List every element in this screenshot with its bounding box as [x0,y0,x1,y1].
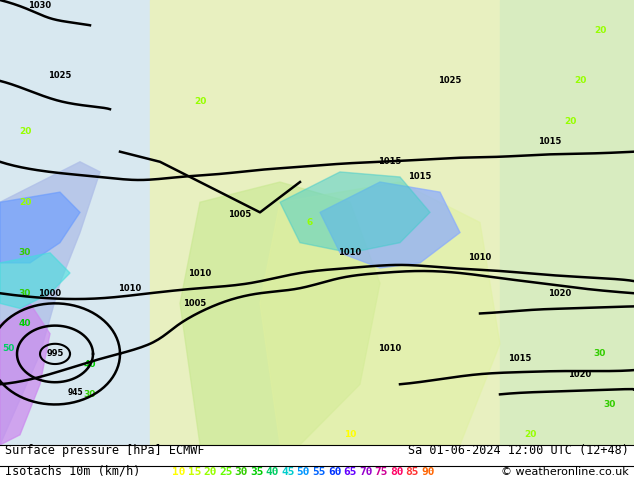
Text: Isotachs 10m (km/h): Isotachs 10m (km/h) [5,464,148,477]
Polygon shape [260,182,500,445]
Text: 20: 20 [19,127,31,136]
Text: 1015: 1015 [378,157,402,166]
Bar [500,0,634,445]
Text: 1020: 1020 [548,289,572,298]
Text: 1030: 1030 [29,0,51,10]
Text: 1020: 1020 [568,369,592,379]
Text: 25: 25 [219,467,233,477]
Text: 20: 20 [194,97,206,106]
Text: 995: 995 [46,349,63,358]
Polygon shape [280,172,430,253]
Text: 40: 40 [19,319,31,328]
Text: © weatheronline.co.uk: © weatheronline.co.uk [501,467,629,477]
Text: 70: 70 [359,467,372,477]
Text: 10: 10 [344,430,356,440]
Text: 20: 20 [574,76,586,85]
Text: 1005: 1005 [228,210,252,220]
Text: 20: 20 [564,117,576,126]
Text: 55: 55 [313,467,326,477]
Text: 40: 40 [266,467,279,477]
Text: 50: 50 [297,467,310,477]
Text: 1010: 1010 [188,269,212,277]
Text: 1025: 1025 [438,76,462,85]
Text: 75: 75 [375,467,388,477]
Polygon shape [180,182,380,445]
Text: 30: 30 [19,289,31,298]
Text: 10: 10 [172,467,186,477]
Bar [150,0,634,445]
Text: 1005: 1005 [183,299,207,308]
Text: 1000: 1000 [39,289,61,298]
Text: 20: 20 [594,26,606,35]
Text: 15: 15 [188,467,202,477]
Text: 1010: 1010 [378,344,401,353]
Text: 65: 65 [344,467,357,477]
Text: 1010: 1010 [339,248,361,257]
Text: 30: 30 [604,400,616,409]
Text: 80: 80 [390,467,403,477]
Text: 20: 20 [19,198,31,207]
Text: 1015: 1015 [538,137,562,146]
Text: Surface pressure [hPa] ECMWF: Surface pressure [hPa] ECMWF [5,443,205,457]
Text: 35: 35 [250,467,264,477]
Text: 1010: 1010 [469,253,491,262]
Text: 30: 30 [19,248,31,257]
Text: 90: 90 [421,467,434,477]
Polygon shape [0,303,50,445]
Text: 1015: 1015 [408,172,432,181]
Text: 30: 30 [594,349,606,358]
Text: 45: 45 [281,467,295,477]
Text: 85: 85 [406,467,419,477]
Text: 50: 50 [2,344,14,353]
Text: 30: 30 [84,390,96,399]
Text: 20: 20 [524,430,536,440]
Polygon shape [0,253,70,308]
Text: 30: 30 [235,467,248,477]
Text: 6: 6 [307,218,313,227]
Polygon shape [0,192,80,263]
Text: 40: 40 [84,360,96,368]
Text: 945: 945 [67,388,83,397]
Text: 1010: 1010 [119,284,141,293]
Text: Sa 01-06-2024 12:00 UTC (12+48): Sa 01-06-2024 12:00 UTC (12+48) [408,443,629,457]
Text: 60: 60 [328,467,341,477]
Text: 1025: 1025 [48,72,72,80]
Polygon shape [0,162,100,445]
Polygon shape [320,182,460,268]
Bar [0,0,175,445]
Text: 1015: 1015 [508,354,532,364]
Text: 20: 20 [204,467,217,477]
